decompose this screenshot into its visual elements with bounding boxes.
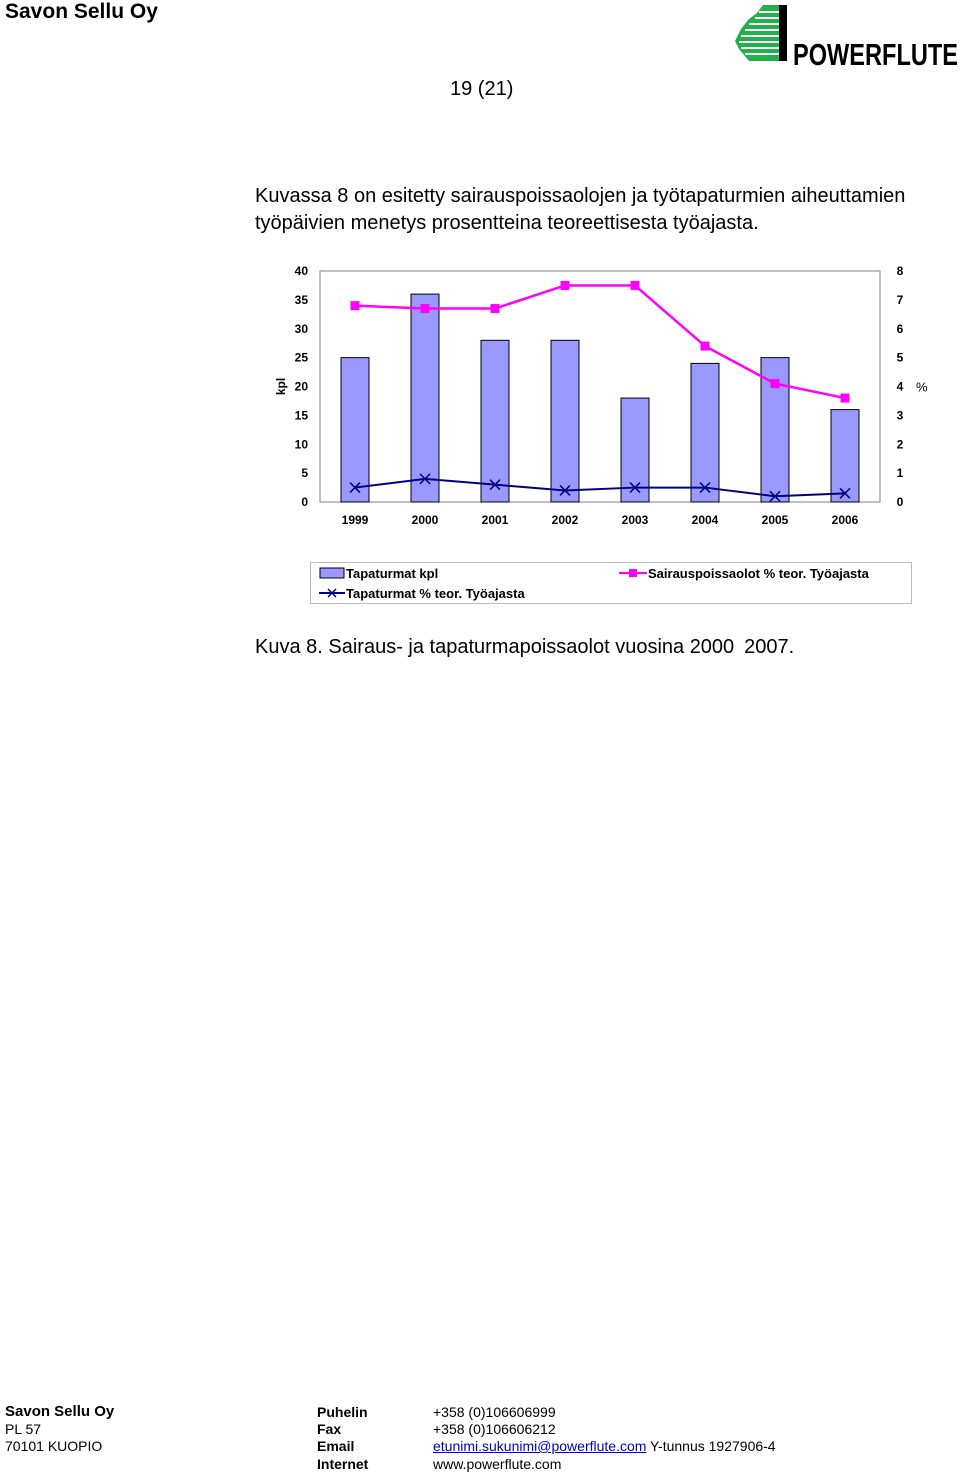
x-tick-label: 2006	[832, 513, 859, 527]
data-point-x	[559, 484, 571, 496]
footer-phone-label: Puhelin	[317, 1404, 368, 1420]
y-left-tick-label: 10	[295, 437, 309, 451]
legend-swatch-bar	[319, 567, 345, 579]
y-right-tick-label: 8	[897, 264, 904, 278]
bar	[410, 293, 440, 503]
data-point-square	[490, 304, 500, 314]
footer-fax-label: Fax	[317, 1421, 342, 1437]
data-point-square	[350, 301, 360, 311]
footer-business-id: Y-tunnus 1927906-4	[650, 1438, 776, 1454]
y-right-tick-label: 7	[897, 293, 904, 307]
y-left-tick-label: 5	[301, 466, 308, 480]
y-left-tick-label: 0	[301, 495, 308, 509]
footer-po-box: PL 57	[5, 1421, 42, 1437]
logo-mark-icon	[735, 5, 787, 61]
y-right-tick-label: 0	[897, 495, 904, 509]
bar	[550, 339, 580, 503]
data-point-x	[349, 482, 361, 494]
legend-label-sairauspoissaolot: Sairauspoissaolot % teor. Työajasta	[648, 566, 869, 581]
logo-wordmark: POWERFLUTE	[793, 37, 958, 71]
footer-city: 70101 KUOPIO	[5, 1438, 103, 1454]
y-left-tick-label: 20	[295, 380, 309, 394]
data-point-square	[630, 280, 640, 290]
x-tick-label: 2002	[552, 513, 579, 527]
y-left-axis-label: kpl	[274, 378, 288, 395]
bar	[620, 397, 650, 503]
legend-swatch-x-line	[319, 588, 345, 598]
x-tick-label: 2001	[482, 513, 509, 527]
bar	[830, 409, 860, 503]
series-line-sairauspoissaolot	[354, 284, 846, 400]
data-point-x	[839, 487, 851, 499]
footer-email-link[interactable]: etunimi.sukunimi@powerflute.com	[433, 1438, 647, 1454]
figure-caption: Kuva 8. Sairaus- ja tapaturmapoissaolot …	[255, 636, 795, 658]
footer-phone: +358 (0)106606999	[433, 1404, 556, 1420]
legend-label-tapaturmat-pct: Tapaturmat % teor. Työajasta	[346, 586, 525, 601]
data-point-x	[629, 482, 641, 494]
combo-chart: 0 5 10 15 20 25 30 35 40 0 1 2 3 4 5 6 7 8 kpl % 1999 2000 200…	[274, 264, 928, 527]
y-right-tick-label: 2	[897, 437, 904, 451]
data-point-x	[769, 490, 781, 502]
powerflute-logo: POWERFLUTE	[735, 5, 958, 71]
y-left-tick-label: 30	[295, 322, 309, 336]
x-tick-label: 2003	[622, 513, 649, 527]
footer-company: Savon Sellu Oy	[5, 1403, 115, 1420]
y-right-tick-label: 3	[897, 408, 904, 422]
x-tick-label: 2005	[762, 513, 789, 527]
intro-paragraph: Kuvassa 8 on esitetty sairauspoissaoloje…	[255, 185, 906, 234]
footer-internet[interactable]: www.powerflute.com	[433, 1456, 562, 1472]
plot-area	[319, 270, 881, 503]
data-point-square	[420, 304, 430, 314]
footer-internet-label: Internet	[317, 1456, 369, 1472]
x-tick-label: 1999	[342, 513, 369, 527]
y-left-tick-label: 25	[295, 351, 309, 365]
data-point-x	[419, 473, 431, 485]
footer-email-label: Email	[317, 1438, 355, 1454]
series-line-tapaturmat-pct	[354, 477, 846, 498]
legend-swatch-square-line	[619, 569, 647, 577]
y-right-tick-label: 6	[897, 322, 904, 336]
y-left-tick-label: 15	[295, 408, 309, 422]
bar	[690, 362, 720, 503]
y-left-tick-label: 35	[295, 293, 309, 307]
y-right-tick-label: 4	[897, 380, 904, 394]
footer-fax: +358 (0)106606212	[433, 1421, 556, 1437]
header-company-name: Savon Sellu Oy	[5, 0, 158, 23]
y-right-tick-label: 5	[897, 351, 904, 365]
data-point-square	[560, 280, 570, 290]
data-point-square	[700, 341, 710, 351]
y-right-axis-label: %	[916, 380, 928, 395]
data-point-x	[489, 479, 501, 491]
bar	[340, 357, 370, 503]
legend-label-tapaturmat-kpl: Tapaturmat kpl	[346, 566, 439, 581]
x-tick-label: 2004	[692, 513, 719, 527]
data-point-square	[770, 379, 780, 389]
page-number: 19 (21)	[450, 78, 514, 100]
x-tick-label: 2000	[412, 513, 439, 527]
y-left-tick-label: 40	[295, 264, 309, 278]
y-right-tick-label: 1	[897, 466, 904, 480]
data-point-square	[840, 393, 850, 403]
bar	[480, 339, 510, 503]
data-point-x	[699, 482, 711, 494]
chart-legend: Tapaturmat kpl Tapaturmat % teor. Työaja…	[310, 562, 912, 604]
